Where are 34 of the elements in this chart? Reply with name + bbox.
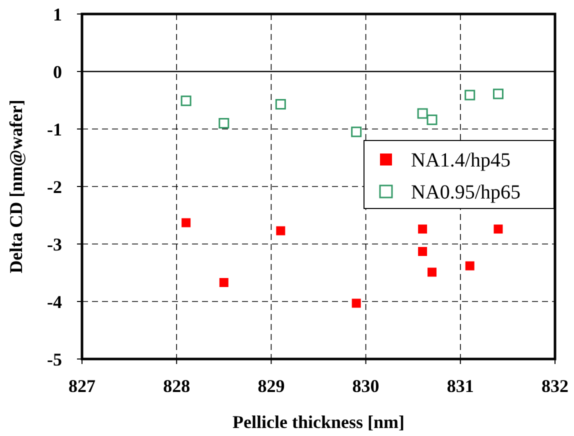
point: [276, 226, 286, 236]
point: [494, 224, 503, 234]
point: [218, 118, 230, 128]
point: [464, 90, 476, 100]
legend-label: NA1.4/hp45: [411, 150, 510, 172]
y-tick-label: -5: [47, 349, 62, 370]
point: [428, 268, 437, 277]
point: [465, 261, 474, 270]
x-axis-title: Pellicle thickness [nm]: [232, 412, 404, 432]
legend-label: NA0.95/hp65: [411, 182, 520, 204]
point: [417, 108, 428, 119]
y-tick-label: -1: [47, 119, 62, 140]
x-tick-label: 829: [258, 376, 285, 396]
y-tick-label: -4: [47, 292, 62, 312]
point: [352, 298, 361, 308]
x-tick-label: 831: [446, 376, 474, 396]
point: [219, 278, 228, 288]
point: [418, 246, 428, 256]
point: [418, 224, 428, 234]
point: [182, 218, 191, 228]
point: [180, 96, 192, 106]
y-tick-label: -3: [47, 234, 62, 254]
y-tick-label: 0: [53, 62, 62, 82]
y-tick-label: -2: [47, 176, 62, 197]
x-tick-label: 830: [352, 376, 380, 396]
point: [351, 126, 362, 138]
point: [492, 88, 504, 100]
x-tick-label: 827: [68, 376, 96, 396]
y-axis-title: Delta CD [nm@wafer]: [6, 100, 26, 274]
point: [275, 99, 286, 110]
x-tick-label: 832: [542, 376, 568, 396]
point: [426, 114, 438, 126]
x-tick-label: 828: [163, 376, 190, 396]
y-tick-label: 1: [53, 4, 62, 24]
